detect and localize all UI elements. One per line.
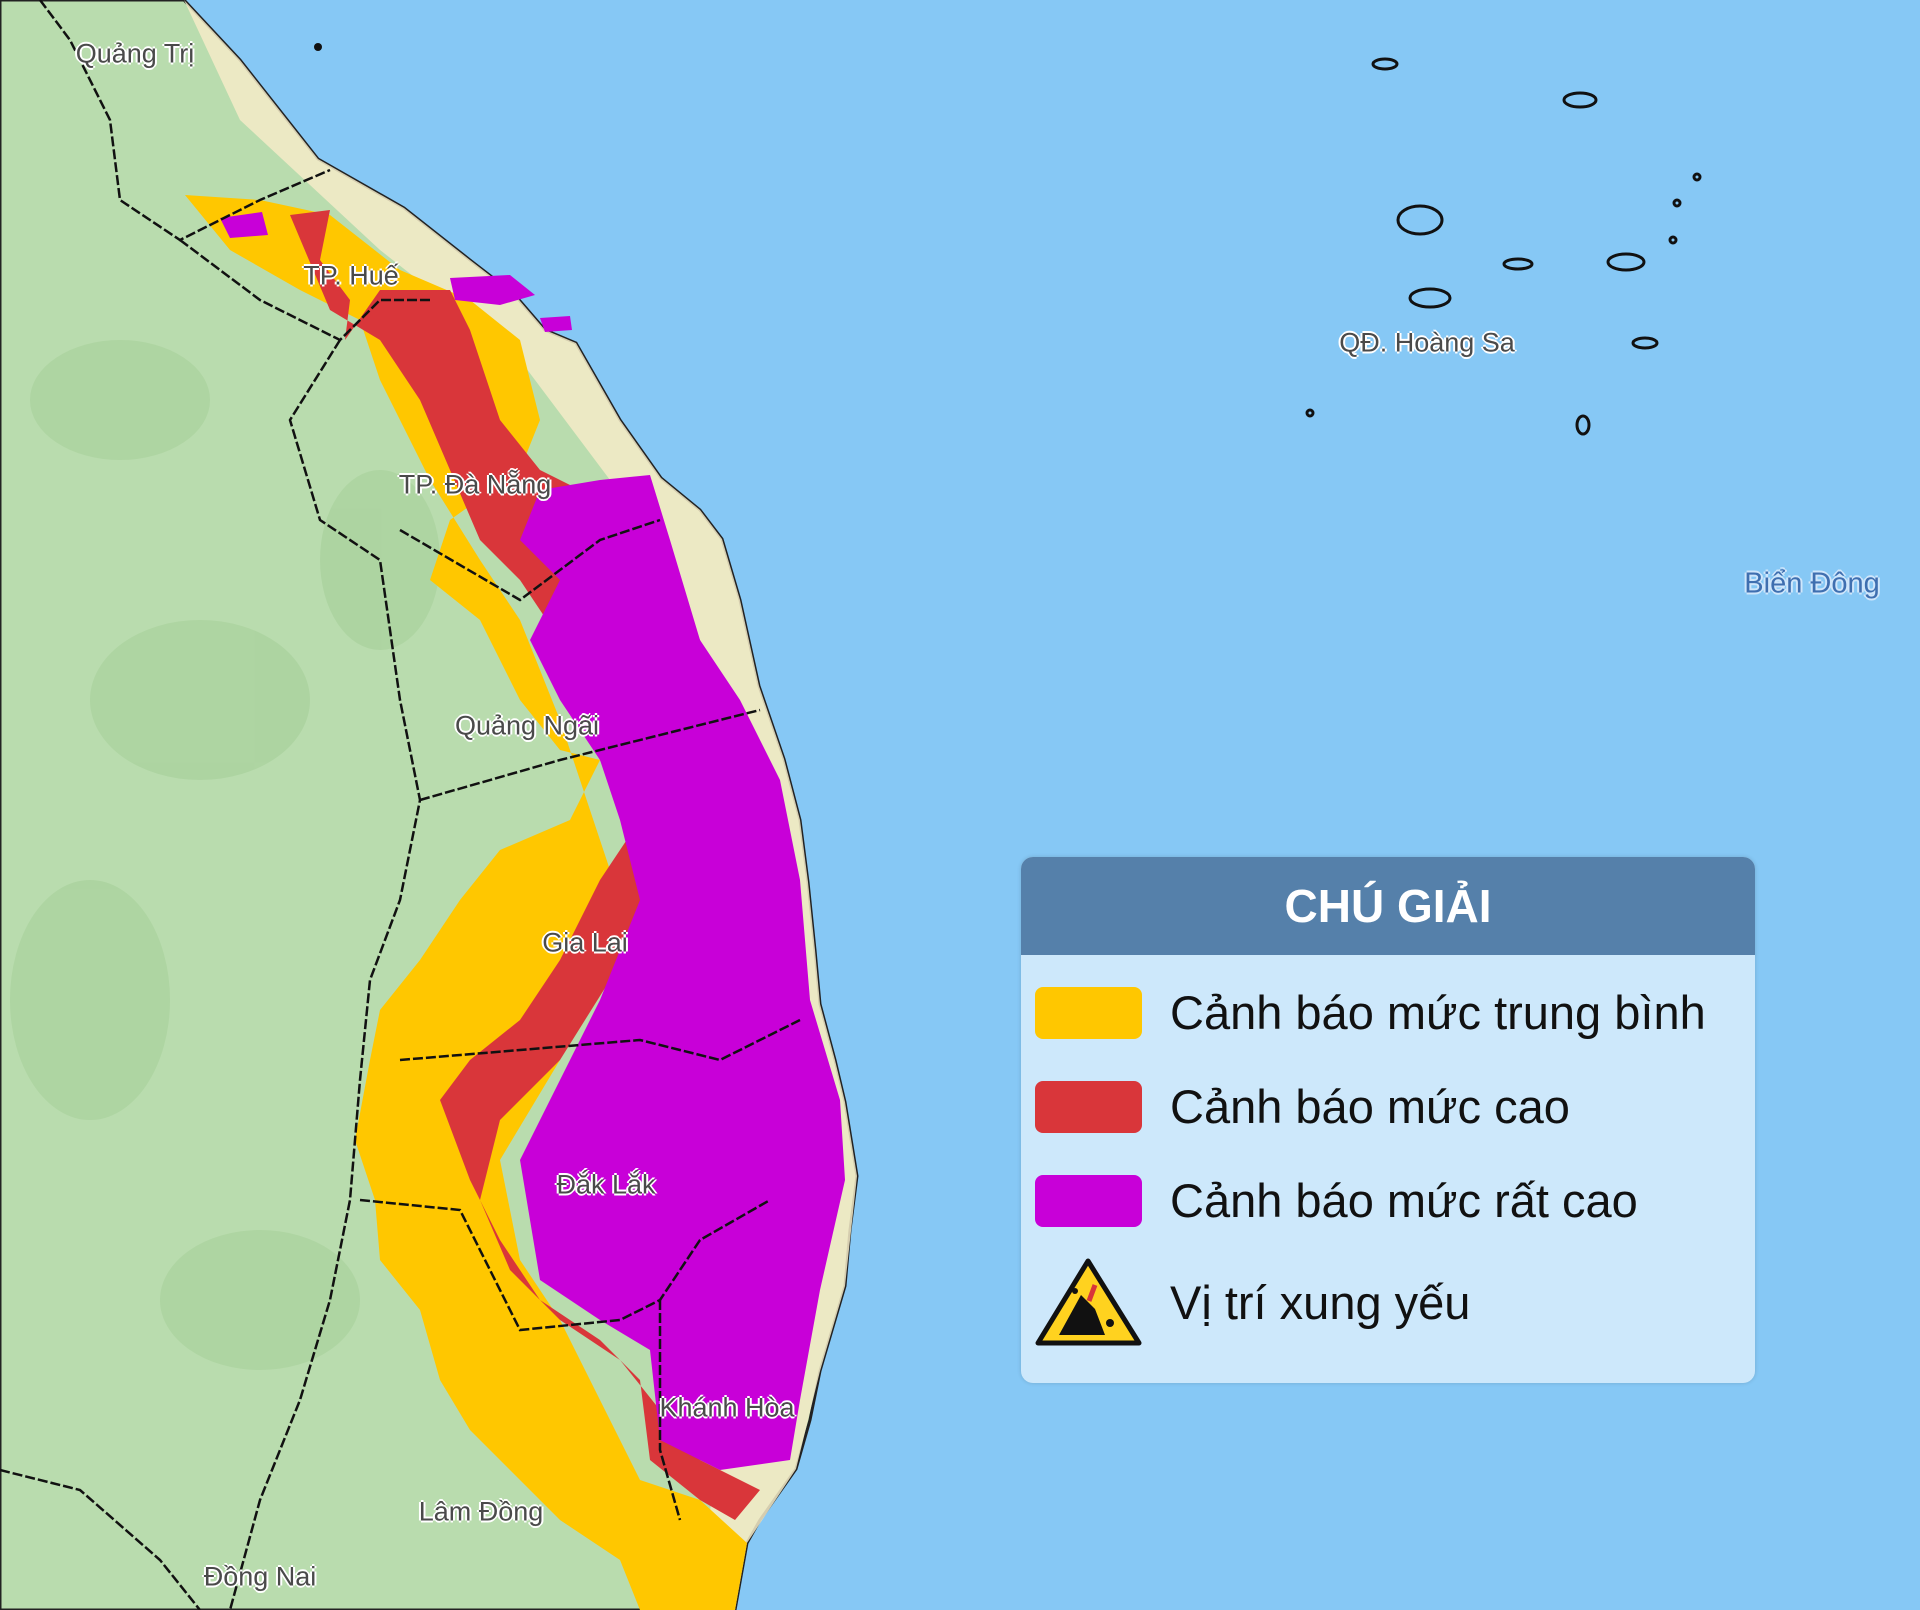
place-label-hue: TP. Huế [303,260,399,291]
hoang-sa-islands [1305,57,1702,436]
legend-title: CHÚ GIẢI [1021,857,1755,955]
terrain-patches [10,340,440,1370]
place-label-quang-ngai: Quảng Ngãi [454,710,600,741]
landslide-warning-icon [1035,1258,1142,1346]
legend-swatch-high [1035,1080,1142,1133]
place-label-quang-tri: Quảng Trị [75,38,195,69]
legend-label: Cảnh báo mức cao [1170,1080,1570,1133]
legend-label: Cảnh báo mức rất cao [1170,1174,1638,1227]
legend-swatch-very-high [1035,1174,1142,1227]
province-borders [0,0,801,1610]
legend-item-very-high: Cảnh báo mức rất cao [1035,1173,1638,1228]
place-label-hoang-sa: QĐ. Hoàng Sa [1339,327,1515,358]
legend-item-vulnerable: Vị trí xung yếu [1035,1257,1470,1347]
warning-zone-very-high [520,475,845,1470]
legend-label: Vị trí xung yếu [1170,1275,1471,1329]
legend-swatch-medium [1035,986,1142,1039]
legend-item-high: Cảnh báo mức cao [1035,1079,1570,1134]
place-label-lam-dong: Lâm Đồng [418,1496,544,1527]
place-label-da-nang: TP. Đà Nẵng [398,469,552,500]
place-label-dong-nai: Đồng Nai [203,1561,317,1592]
legend-item-medium: Cảnh báo mức trung bình [1035,985,1706,1040]
warning-zone-high [290,210,760,1520]
place-label-dak-lak: Đắk Lắk [556,1169,656,1200]
place-label-bien-dong: Biển Đông [1744,567,1880,600]
warning-zone-very-high-north [220,212,572,332]
island [314,43,322,51]
place-label-gia-lai: Gia Lai [542,927,628,958]
warning-zone-medium [185,195,747,1610]
place-label-khanh-hoa: Khánh Hòa [659,1392,795,1423]
legend-label: Cảnh báo mức trung bình [1170,986,1706,1039]
legend: CHÚ GIẢI Cảnh báo mức trung bình Cảnh bá… [1021,857,1755,1383]
